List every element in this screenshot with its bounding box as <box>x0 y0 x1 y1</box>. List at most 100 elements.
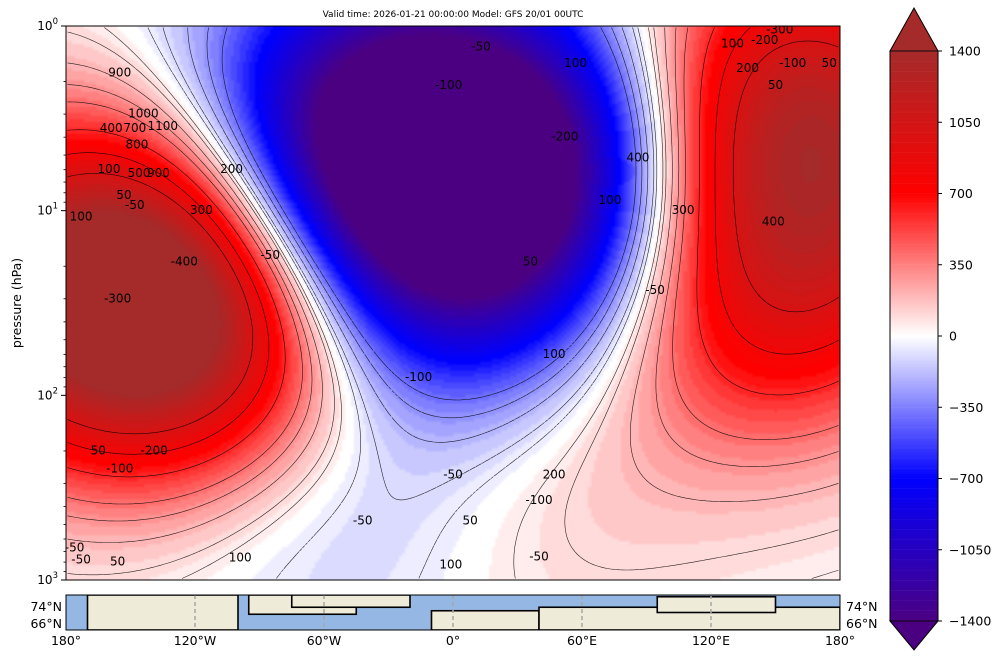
contour-label: -50 <box>529 549 549 563</box>
map-x-tick-label: 60°W <box>307 633 342 648</box>
contour-label: -50 <box>353 514 373 528</box>
contour-label: -50 <box>260 248 280 262</box>
map-frame <box>65 594 841 631</box>
field-image <box>66 26 840 580</box>
contour-label: 50 <box>116 188 131 202</box>
contour-label: -400 <box>171 255 198 269</box>
colorbar-tick-label: −350 <box>949 400 983 415</box>
contour-label: -200 <box>551 130 578 144</box>
contour-label: 200 <box>220 162 243 176</box>
y-tick-label: 102 <box>37 386 58 402</box>
map-lat-label-right: 66°N <box>846 616 878 631</box>
contour-label: -50 <box>645 283 665 297</box>
land-mass <box>86 595 239 630</box>
contour-label: 50 <box>463 514 478 528</box>
map-lat-label-right: 74°N <box>846 599 878 614</box>
contour-label: -50 <box>443 467 463 481</box>
contour-label: 200 <box>543 467 566 481</box>
contour-label: 400 <box>100 121 123 135</box>
contour-label: -50 <box>125 198 145 212</box>
map-land <box>86 595 840 630</box>
contour-label: -300 <box>766 22 793 36</box>
contour-label: 100 <box>229 550 252 564</box>
land-mass <box>656 595 777 614</box>
colorbar-tick-label: 350 <box>949 257 973 272</box>
colorbar-tick-label: −1400 <box>949 614 991 629</box>
contour-label: 50 <box>822 56 837 70</box>
contour-label: 100 <box>98 162 121 176</box>
contour-label: 100 <box>70 209 93 223</box>
contour-label: -100 <box>405 370 432 384</box>
contour-label: 900 <box>108 66 131 80</box>
map-strip: 180° 120°W 60°W 0° 60°E 120°E 180° 74°N 74°N 66°… <box>30 594 878 648</box>
contour-label: 100 <box>721 36 744 50</box>
contour-line <box>67 27 839 505</box>
land-mass <box>430 609 540 630</box>
colorbar-tick-label: −1050 <box>949 542 991 557</box>
land-mass <box>290 595 411 609</box>
contour-label: 200 <box>736 61 759 75</box>
contour-line <box>147 27 658 579</box>
map-x-tick-label: 180° <box>51 633 81 648</box>
colorbar-tick-label: 1400 <box>949 44 981 59</box>
contour-label: 1100 <box>147 119 178 133</box>
contour-label: -100 <box>106 461 133 475</box>
map-x-tick-label: 60°E <box>567 633 597 648</box>
contour-label: -300 <box>104 291 131 305</box>
contour-line <box>67 27 839 455</box>
colorbar-gradient <box>890 51 938 621</box>
map-x-ticks: 180° 120°W 60°W 0° 60°E 120°E 180° <box>51 633 855 648</box>
chart-title: Valid time: 2026-01-21 00:00:00 Model: G… <box>323 10 584 20</box>
map-lat-labels: 74°N 74°N 66°N 66°N <box>30 599 877 631</box>
contour-line <box>187 27 649 443</box>
y-tick-label: 103 <box>37 571 58 587</box>
contour-label: -100 <box>435 78 462 92</box>
contour-line <box>67 27 839 478</box>
colorbar-tick-label: 0 <box>949 329 957 344</box>
map-x-tick-label: 180° <box>825 633 855 648</box>
contour-label: -100 <box>525 493 552 507</box>
colorbar: −1400 −1050 −700 −350 0 350 700 1050 1400 <box>888 6 991 651</box>
contour-line <box>162 27 655 501</box>
contour-label: 100 <box>564 56 587 70</box>
contour-lines <box>67 27 839 579</box>
contour-label: 400 <box>626 151 649 165</box>
y-tick-label: 101 <box>37 202 58 218</box>
plot-frame <box>65 25 841 581</box>
map-lat-label-left: 74°N <box>30 599 62 614</box>
contour-label: 50 <box>110 555 125 569</box>
contour-label: 400 <box>762 214 785 228</box>
map-x-tick-label: 120°E <box>692 633 730 648</box>
y-axis-ticks: 103 102 101 100 <box>37 17 66 587</box>
colorbar-ticks: −1400 −1050 −700 −350 0 350 700 1050 1400 <box>938 44 991 629</box>
contour-line <box>221 27 637 401</box>
contour-label: 800 <box>125 137 148 151</box>
y-tick-label: 100 <box>37 17 58 33</box>
contour-label: -50 <box>471 40 491 54</box>
contour-label: -50 <box>71 553 91 567</box>
contour-label: 100 <box>598 193 621 207</box>
contour-label: -100 <box>779 56 806 70</box>
map-lat-label-left: 66°N <box>30 616 62 631</box>
contour-label: -200 <box>751 33 778 47</box>
contour-label: 100 <box>439 558 462 572</box>
contour-line <box>67 27 839 543</box>
contour-label: -200 <box>141 443 168 457</box>
contour-line <box>104 27 839 579</box>
colorbar-extend-max <box>889 6 939 52</box>
contour-line <box>67 40 839 435</box>
contour-label: -50 <box>65 540 85 554</box>
contour-label: 700 <box>123 121 146 135</box>
colorbar-bands <box>890 50 938 622</box>
colorbar-extend-min <box>888 620 940 651</box>
contour-line <box>206 27 643 419</box>
contour-label: 300 <box>190 203 213 217</box>
contour-label: 900 <box>147 166 170 180</box>
contour-label: 50 <box>523 255 538 269</box>
map-gridlines <box>194 595 712 630</box>
contour-label: 100 <box>543 347 566 361</box>
colorbar-tick-label: 700 <box>949 186 973 201</box>
